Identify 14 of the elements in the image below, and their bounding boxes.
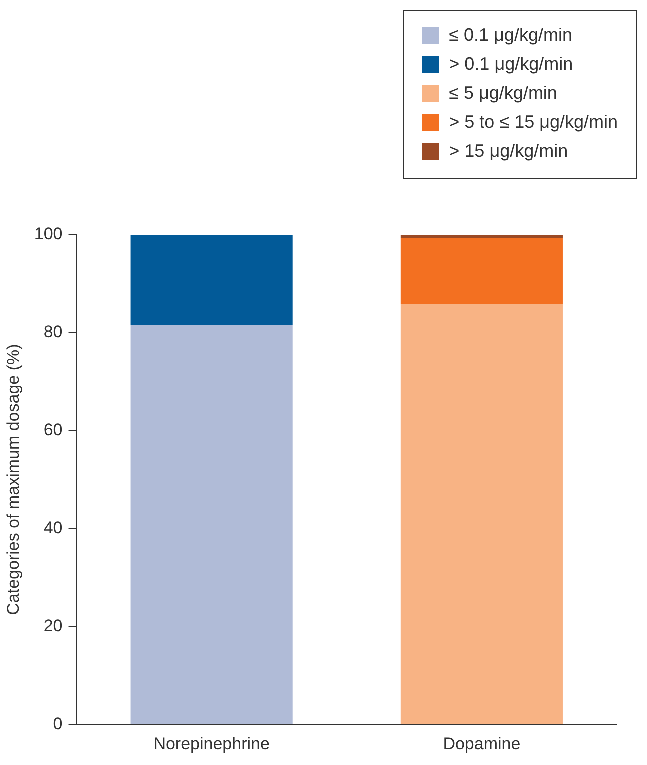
x-tick-label: Dopamine	[443, 734, 521, 754]
y-tick-label: 60	[44, 420, 63, 440]
legend-label: ≤ 0.1 μg/kg/min	[449, 25, 572, 46]
y-tick-label: 0	[53, 714, 63, 734]
y-axis-title: Categories of maximum dosage (%)	[4, 344, 23, 616]
legend-label: > 5 to ≤ 15 μg/kg/min	[449, 112, 618, 133]
x-tick-label: Norepinephrine	[154, 734, 270, 754]
legend-label: > 0.1 μg/kg/min	[449, 54, 574, 75]
y-tick-label: 20	[44, 616, 63, 636]
y-tick-label: 100	[34, 224, 63, 244]
legend-label: > 15 μg/kg/min	[449, 141, 568, 162]
y-tick-label: 40	[44, 518, 63, 538]
legend-label: ≤ 5 μg/kg/min	[449, 83, 558, 104]
y-tick-label: 80	[44, 322, 63, 342]
